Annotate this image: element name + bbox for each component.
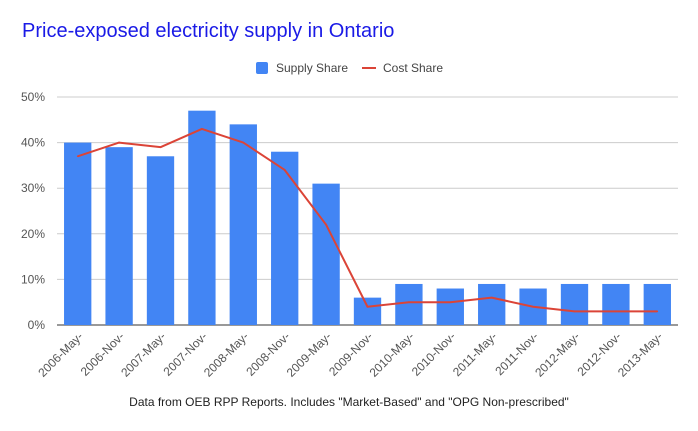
bar-supply-share: [146, 156, 175, 325]
chart-title: Price-exposed electricity supply in Onta…: [22, 20, 395, 42]
bar-series: [64, 110, 671, 326]
point-cost-share: [242, 141, 245, 144]
y-tick-label: 0%: [28, 318, 46, 332]
x-axis-ticks: 2006-May-2006-Nov-2007-May-2007-Nov-2008…: [35, 329, 665, 379]
point-cost-share: [283, 169, 286, 171]
bar-supply-share: [271, 151, 299, 325]
x-tick-label: 2006-May-: [35, 329, 85, 379]
point-cost-share: [449, 301, 452, 304]
y-tick-label: 50%: [21, 90, 45, 104]
bar-supply-share: [478, 283, 506, 325]
bar-supply-share: [395, 283, 423, 325]
bar-supply-share: [312, 183, 340, 325]
point-cost-share: [201, 128, 203, 130]
x-tick-label: 2009-May-: [284, 329, 334, 379]
point-cost-share: [325, 223, 327, 226]
legend: Supply Share Cost Share: [256, 61, 443, 75]
legend-swatch-supply-share: [256, 62, 268, 74]
point-cost-share: [573, 310, 576, 313]
bar-supply-share: [602, 283, 630, 325]
x-tick-label: 2011-May-: [450, 329, 500, 379]
point-cost-share: [159, 146, 162, 148]
y-tick-label: 30%: [21, 181, 45, 195]
bar-supply-share: [229, 124, 257, 325]
bar-supply-share: [560, 283, 589, 325]
line-series: [76, 127, 659, 313]
x-tick-label: 2010-May-: [367, 329, 417, 379]
y-tick-label: 20%: [21, 227, 45, 241]
point-cost-share: [656, 310, 659, 313]
point-cost-share: [366, 305, 369, 308]
point-cost-share: [118, 141, 120, 144]
y-tick-label: 40%: [21, 136, 45, 150]
point-cost-share: [615, 310, 617, 313]
legend-label-supply-share: Supply Share: [276, 61, 348, 75]
bar-supply-share: [353, 297, 382, 325]
y-axis-ticks: 0% 10% 20% 30% 40% 50%: [21, 90, 45, 332]
chart-footnote: Data from OEB RPP Reports. Includes "Mar…: [129, 395, 569, 409]
point-cost-share: [532, 305, 534, 308]
point-cost-share: [408, 301, 410, 304]
bar-supply-share: [643, 283, 671, 325]
point-cost-share: [76, 155, 79, 158]
x-tick-label: 2008-May-: [201, 329, 251, 379]
bar-supply-share: [64, 142, 92, 325]
bar-supply-share: [105, 147, 133, 325]
x-tick-label: 2007-May-: [118, 329, 168, 379]
bar-supply-share: [188, 110, 216, 326]
bar-supply-share: [436, 288, 464, 325]
x-tick-label: 2012-May-: [532, 329, 582, 379]
y-tick-label: 10%: [21, 272, 45, 286]
x-tick-label: 2013-May-: [615, 329, 665, 379]
legend-label-cost-share: Cost Share: [383, 61, 443, 75]
point-cost-share: [490, 296, 493, 299]
